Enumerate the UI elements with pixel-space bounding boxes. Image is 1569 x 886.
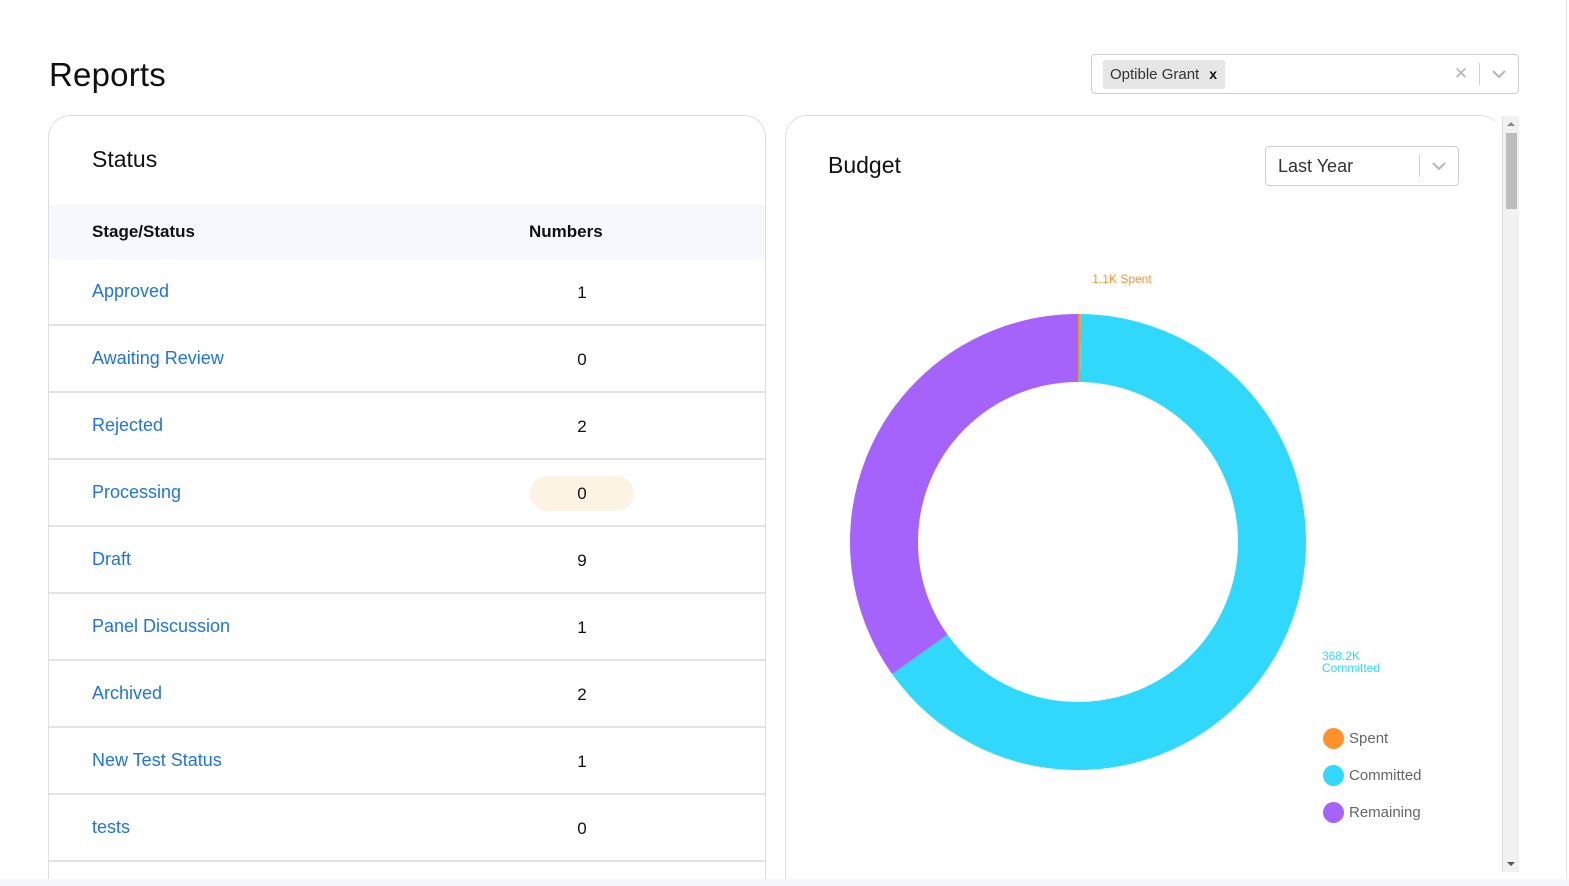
budget-card-title: Budget <box>828 152 901 178</box>
spent-data-label: 1.1K Spent <box>1092 272 1152 286</box>
legend-label: Remaining <box>1349 804 1421 821</box>
selected-grant-label: Optible Grant <box>1110 65 1200 83</box>
budget-card: Budget Last Year 1.1K Spent 368.2K Commi… <box>785 115 1502 886</box>
stage-count: 1 <box>577 618 587 637</box>
stage-link-new-test-status[interactable]: New Test Status <box>92 750 222 770</box>
table-row: Processing 0 <box>49 460 765 527</box>
remaining-dot-icon <box>1323 802 1344 823</box>
period-select-value: Last Year <box>1278 155 1354 176</box>
grant-filter-select[interactable]: Optible Grant x ✕ <box>1091 54 1519 94</box>
stage-count: 2 <box>577 685 587 704</box>
page-title: Reports <box>49 56 166 93</box>
period-select[interactable]: Last Year <box>1265 146 1459 186</box>
chart-legend: Spent Committed Remaining <box>1323 720 1422 831</box>
table-row: Approved 1 <box>49 259 765 326</box>
stage-link-approved[interactable]: Approved <box>92 281 170 301</box>
table-header: Stage/Status Numbers <box>49 205 765 259</box>
table-row: Draft 9 <box>49 527 765 594</box>
stage-count-highlighted: 0 <box>530 476 634 511</box>
chevron-down-icon[interactable] <box>1420 161 1458 171</box>
table-row: Awaiting Review 0 <box>49 326 765 393</box>
table-row: New Test Status 1 <box>49 728 765 795</box>
stage-link-processing[interactable]: Processing <box>92 482 182 502</box>
close-icon[interactable]: ✕ <box>1453 64 1469 83</box>
committed-data-label-value: 368.2K <box>1322 649 1360 663</box>
table-row: Archived 2 <box>49 661 765 728</box>
stage-link-panel-discussion[interactable]: Panel Discussion <box>92 616 231 636</box>
legend-label: Spent <box>1349 730 1389 747</box>
divider <box>1419 155 1420 177</box>
stage-count: 9 <box>577 551 587 570</box>
legend-item-committed[interactable]: Committed <box>1323 757 1422 794</box>
table-row: Rejected 2 <box>49 393 765 460</box>
scroll-down-arrow-icon[interactable] <box>1507 862 1515 866</box>
selected-grant-chip: Optible Grant x <box>1103 59 1226 89</box>
status-card-title: Status <box>92 146 158 172</box>
legend-item-remaining[interactable]: Remaining <box>1323 794 1422 831</box>
chevron-down-icon[interactable] <box>1480 69 1518 79</box>
scroll-up-arrow-icon[interactable] <box>1507 122 1515 126</box>
bottom-strip <box>0 879 1569 886</box>
legend-item-spent[interactable]: Spent <box>1323 720 1422 757</box>
status-table: Stage/Status Numbers Approved 1 Awaiting… <box>49 205 765 862</box>
spent-dot-icon <box>1323 728 1344 749</box>
stage-link-rejected[interactable]: Rejected <box>92 415 164 435</box>
stage-link-tests[interactable]: tests <box>92 817 131 837</box>
vertical-scrollbar[interactable] <box>1502 116 1519 872</box>
donut-segment-remaining[interactable] <box>850 314 1306 770</box>
column-header-numbers: Numbers <box>529 222 603 241</box>
scrollbar-thumb[interactable] <box>1506 133 1517 209</box>
table-row: Panel Discussion 1 <box>49 594 765 661</box>
stage-link-archived[interactable]: Archived <box>92 683 163 703</box>
committed-data-label-text: Committed <box>1322 661 1380 675</box>
chip-remove-icon[interactable]: x <box>1209 66 1218 82</box>
status-card: Status Stage/Status Numbers Approved 1 A… <box>48 115 766 886</box>
stage-count: 0 <box>577 819 587 838</box>
legend-label: Committed <box>1349 767 1422 784</box>
committed-dot-icon <box>1323 765 1344 786</box>
stage-count: 0 <box>577 350 587 369</box>
stage-count: 2 <box>577 417 587 436</box>
budget-donut-chart: 1.1K Spent 368.2K Committed <box>850 272 1380 770</box>
stage-link-awaiting-review[interactable]: Awaiting Review <box>92 348 224 368</box>
divider <box>1566 0 1567 879</box>
table-row: tests 0 <box>49 795 765 862</box>
stage-link-draft[interactable]: Draft <box>92 549 132 569</box>
donut-segment-committed[interactable] <box>850 314 1306 770</box>
column-header-stage: Stage/Status <box>92 222 195 241</box>
stage-count: 1 <box>577 283 587 302</box>
divider <box>1479 63 1480 85</box>
stage-count: 1 <box>577 752 587 771</box>
